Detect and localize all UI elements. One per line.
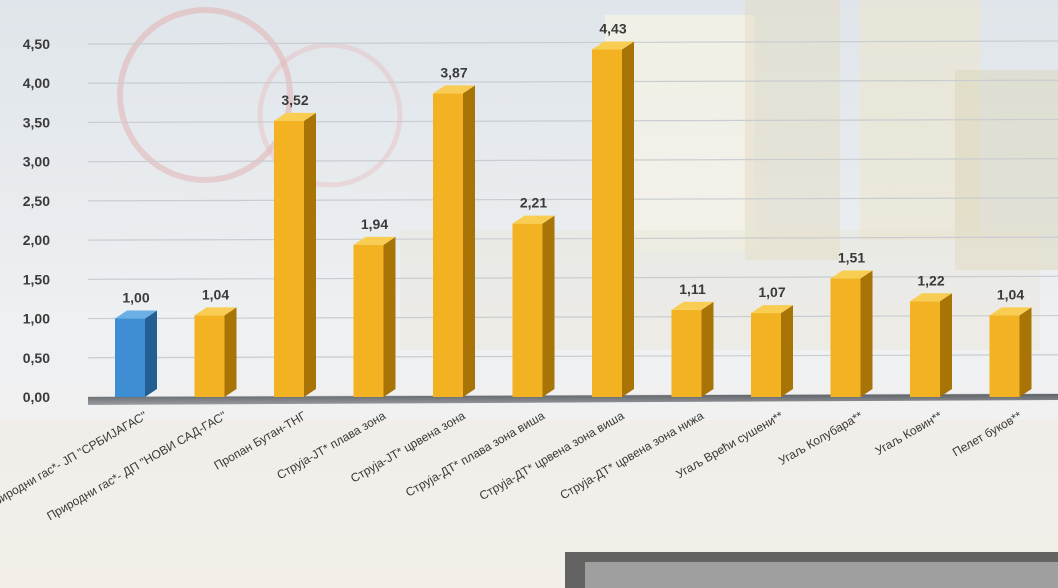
bar-side xyxy=(463,85,475,398)
data-label: 1,04 xyxy=(997,286,1024,302)
y-tick-label: 4,50 xyxy=(23,36,50,52)
value-labels: 1,00 1,04 3,52 1,94 3,87 2,21 4,43 1,11 1,07 1,51… xyxy=(122,20,1024,305)
bar-top xyxy=(910,293,952,302)
gridline xyxy=(87,118,1058,124)
bar xyxy=(989,307,1032,397)
bar-front xyxy=(830,278,861,397)
bar-top xyxy=(353,236,396,245)
data-label: 1,51 xyxy=(838,250,865,266)
bar-top xyxy=(274,112,316,121)
y-tick-label: 4,00 xyxy=(23,75,50,91)
data-label: 4,43 xyxy=(599,20,626,36)
data-label: 1,00 xyxy=(122,290,149,306)
bar-front xyxy=(989,315,1020,397)
bar xyxy=(433,85,475,398)
y-tick-label: 2,50 xyxy=(23,193,50,209)
bar-side xyxy=(304,112,316,398)
data-label: 1,07 xyxy=(758,284,785,300)
bar-front xyxy=(353,244,384,397)
bar-top xyxy=(989,307,1032,316)
data-label: 1,11 xyxy=(679,281,706,297)
bar-top xyxy=(671,301,714,310)
bar-top xyxy=(751,305,793,314)
y-tick-label: 0,00 xyxy=(23,389,50,405)
bar-series xyxy=(115,41,1032,398)
bar-side xyxy=(145,310,157,397)
bar xyxy=(671,301,714,397)
bar-front xyxy=(194,315,225,397)
y-tick-label: 1,00 xyxy=(23,311,50,327)
bar-top xyxy=(512,215,555,224)
bar xyxy=(194,307,237,397)
gridline xyxy=(87,314,1058,320)
gridline xyxy=(87,40,1058,45)
bar-front xyxy=(592,49,622,397)
bar-front xyxy=(433,93,463,398)
y-tick-label: 2,00 xyxy=(23,232,50,248)
bar-front xyxy=(751,313,781,397)
bar xyxy=(910,293,952,397)
bar-side xyxy=(860,270,873,397)
bar-front xyxy=(671,309,702,397)
bar-top xyxy=(433,85,475,94)
bar-top xyxy=(592,41,634,50)
floor-plane xyxy=(88,394,1058,405)
y-axis: 0,00 0,50 1,00 1,50 2,00 2,50 3,00 3,50 4,00 4,50 xyxy=(23,36,50,405)
bar-top xyxy=(830,270,873,279)
bar-side xyxy=(622,41,634,397)
bar-side xyxy=(1019,307,1032,397)
y-tick-label: 1,50 xyxy=(23,271,50,287)
bar xyxy=(512,215,555,397)
gridline xyxy=(87,197,1058,202)
bar-side xyxy=(701,301,714,397)
data-label: 3,87 xyxy=(440,64,467,80)
gridline xyxy=(87,236,1058,241)
y-tick-label: 0,50 xyxy=(23,350,50,366)
bar xyxy=(592,41,634,397)
bar xyxy=(353,236,396,397)
bar-top xyxy=(194,307,237,316)
chart-floor xyxy=(88,394,1058,405)
bar-side xyxy=(781,305,793,397)
bar-top xyxy=(115,310,157,319)
bar-side xyxy=(542,215,555,397)
bar xyxy=(830,270,873,397)
data-label: 1,94 xyxy=(361,216,388,232)
bar xyxy=(274,112,316,398)
bar xyxy=(751,305,793,397)
gridline xyxy=(87,158,1058,163)
bar xyxy=(115,310,157,397)
bar-front xyxy=(274,120,304,398)
gridline xyxy=(87,275,1058,280)
y-tick-label: 3,50 xyxy=(23,114,50,130)
gridline xyxy=(87,354,1058,359)
bar-front xyxy=(115,318,145,397)
bar-front xyxy=(910,301,940,397)
data-label: 1,04 xyxy=(202,286,229,302)
bar-front xyxy=(512,223,543,397)
bar-side xyxy=(940,293,952,397)
data-label: 3,52 xyxy=(281,92,308,108)
y-tick-label: 3,00 xyxy=(23,154,50,170)
gridline xyxy=(87,79,1058,84)
bar-side xyxy=(224,307,237,397)
bar-side xyxy=(383,236,396,397)
data-label: 2,21 xyxy=(520,195,547,211)
data-label: 1,22 xyxy=(917,272,944,288)
